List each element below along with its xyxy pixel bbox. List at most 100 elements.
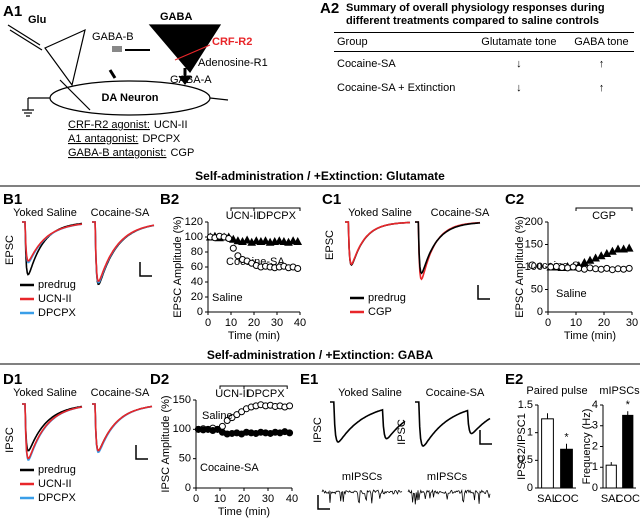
chart-title: Paired pulse [526,385,587,397]
drug-label: DPCPX [258,210,297,222]
y-tick-label: 60 [191,261,203,273]
drug-bar [253,207,301,211]
marker [234,252,242,260]
drug-term: GABA-B antagonist: [68,147,166,159]
y-axis-label: IPSC [312,417,324,443]
trace [22,403,83,461]
x-tick-label: 10 [570,317,582,329]
cell: ↑ [598,58,605,70]
marker [261,236,270,245]
x-tick-label: SAL [601,493,622,505]
x-tick-label: COC [616,493,640,505]
marker [591,253,600,262]
marker [242,235,252,244]
legend-label: predrug [38,279,76,291]
bar [541,418,554,489]
y-axis-label: IPSC Amplitude (%) [160,395,172,492]
cell: ↓ [516,82,522,94]
marker [294,265,302,272]
y-tick-label: 0 [527,482,533,494]
label: DA Neuron [101,92,158,104]
x-tick-label: 10 [214,493,226,505]
trace-title: Yoked Saline [348,207,412,219]
bar [560,448,573,489]
drug-label: UCN-II [226,210,260,222]
y-tick-label: 1 [592,461,598,473]
drug-term: A1 antagonist: [68,133,138,145]
x-tick-label: COC [554,493,579,505]
marker [603,264,611,272]
schematic [7,24,229,117]
panel-label: E2 [505,371,523,388]
panel-label: C2 [505,191,524,208]
cell: ↑ [598,82,605,94]
y-axis-label: EPSC [324,230,336,260]
summary-panel: A2 Summary of overall physiology respons… [320,0,636,100]
panel-label: D1 [3,371,22,388]
drug-list: CRF-R2 agonist: UCN-II A1 antagonist: DPCPX… [68,119,194,159]
marker [229,244,237,252]
trace [345,221,410,266]
marker [597,265,605,273]
y-tick-label: 0.5 [518,454,533,466]
drug-bar [575,207,633,211]
cell: Cocaine-SA [337,58,396,70]
cell: ↓ [516,58,522,70]
marker [225,235,233,242]
y-tick-label: 50 [531,283,543,295]
y-tick-label: 120 [185,216,203,228]
trace [92,403,153,452]
x-tick-label: 40 [294,317,306,329]
trace [407,488,491,505]
marker [564,264,572,272]
trace-title: Cocaine-SA [431,207,490,219]
y-tick-label: 0 [185,482,191,494]
drug-label: UCN-II [215,388,249,400]
x-tick-label: 30 [262,493,274,505]
header-cell: Group [334,32,469,52]
label: Glu [28,14,46,26]
marker [274,236,284,245]
summary-table: Group Glutamate tone GABA tone Cocaine-SA ↓… [334,32,634,100]
y-tick-label: 0 [197,306,203,318]
y-tick-label: 80 [191,246,203,258]
marker [580,265,588,273]
scale-bar [479,430,492,445]
marker [233,236,243,245]
x-tick-label: 20 [598,317,610,329]
trace-title: Yoked Saline [13,207,77,219]
x-axis-label: Time (min) [228,330,280,342]
trace [92,403,153,452]
label: GABA [160,11,192,23]
x-tick-label: 40 [286,493,298,505]
drug-name: DPCPX [142,133,181,145]
marker [592,265,600,273]
marker [569,263,577,271]
marker [596,251,606,260]
series-label: Saline [202,410,233,422]
legend-label: CGP [368,306,392,318]
y-tick-label: 20 [191,291,203,303]
mini-label: mIPSCs [427,471,468,483]
y-axis-label: EPSC Amplitude (%) [514,216,526,317]
trace [330,401,406,443]
legend-label: UCN-II [38,293,72,305]
y-tick-label: 1.5 [518,399,533,411]
y-tick-label: 200 [525,216,543,228]
header-cell: Glutamate tone [468,32,569,52]
marker [279,236,289,245]
marker [614,265,622,273]
panel-label: B1 [3,191,22,208]
x-tick-label: 0 [205,317,211,329]
trace [92,221,155,282]
marker [608,246,617,255]
label: GABA-A [170,74,212,86]
marker [288,236,298,245]
panel-label: A1 [3,3,22,20]
y-tick-label: 50 [179,453,191,465]
y-axis-label: IPSC2/IPSC1 [516,413,528,480]
significance: * [626,399,631,411]
marker [586,264,594,272]
label: GABA-B [92,31,134,43]
legend-label: DPCPX [38,492,77,504]
